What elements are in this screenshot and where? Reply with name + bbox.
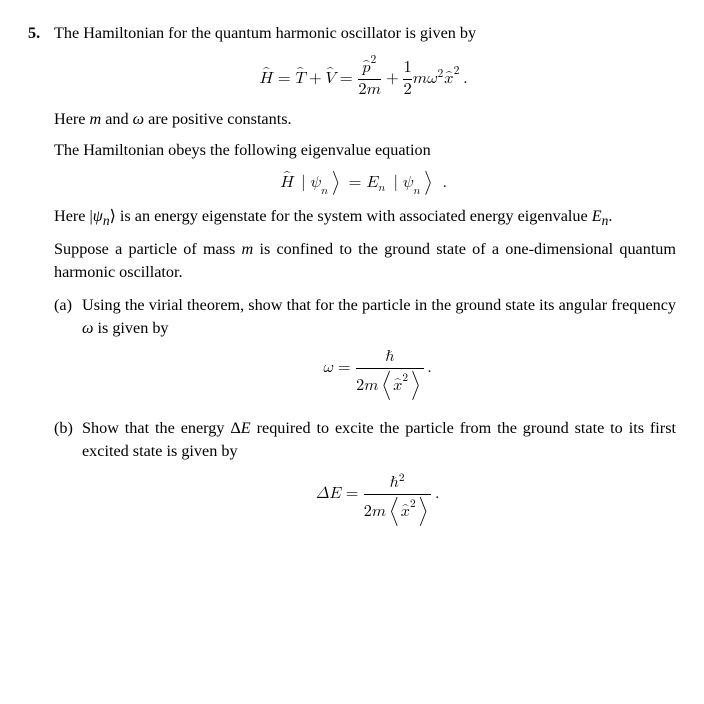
intro-text: The Hamiltonian for the quantum harmonic… — [54, 22, 676, 45]
problem-5: 5. The Hamiltonian for the quantum harmo… — [28, 22, 676, 533]
part-b-body: Show that the energy ΔE required to exci… — [82, 417, 676, 533]
part-a-text: Using the virial theorem, show that for … — [82, 294, 676, 340]
eigenvalue-equation: H^ |ψn⟩ = En |ψn⟩ . — [54, 170, 676, 195]
part-a-label: (a) — [54, 294, 82, 317]
eigen-explain: Here |ψn⟩ is an energy eigenstate for th… — [54, 205, 676, 230]
part-a-equation: ω= ℏ 2m⟨x^2⟩ . — [82, 350, 676, 400]
part-b-label: (b) — [54, 417, 82, 440]
part-b: (b) Show that the energy ΔE required to … — [54, 417, 676, 533]
problem-body: The Hamiltonian for the quantum harmonic… — [54, 22, 676, 533]
hamiltonian-equation: H^ = T^ + V^ = p^2 2m + 12 m ω2 — [54, 55, 676, 94]
part-a: (a) Using the virial theorem, show that … — [54, 294, 676, 406]
problem-number: 5. — [28, 22, 54, 45]
part-b-text: Show that the energy ΔE required to exci… — [82, 417, 676, 463]
part-a-body: Using the virial theorem, show that for … — [82, 294, 676, 406]
suppose-text: Suppose a particle of mass m is confined… — [54, 238, 676, 284]
page: 5. The Hamiltonian for the quantum harmo… — [0, 0, 704, 553]
part-b-equation: ΔE= ℏ2 2m⟨x^2⟩ . — [82, 473, 676, 527]
eigen-intro: The Hamiltonian obeys the following eige… — [54, 139, 676, 162]
constants-note: Here m and ω are positive constants. — [54, 108, 676, 131]
